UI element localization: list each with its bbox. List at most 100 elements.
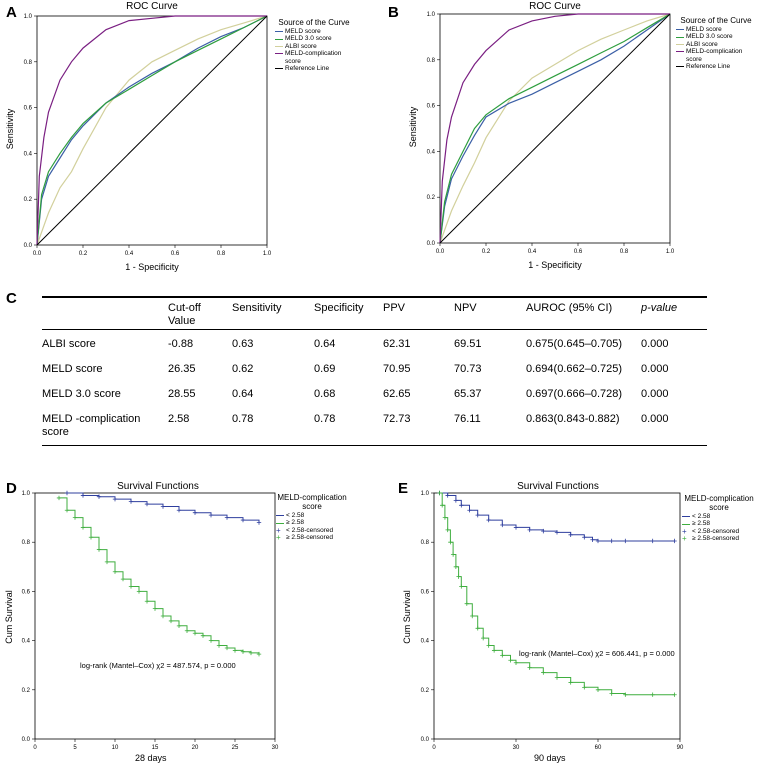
chart-e-censor-mark	[623, 692, 628, 697]
chart-d-censor-mark	[144, 501, 150, 507]
chart-e-x-tick-label: 0	[432, 745, 436, 751]
chart-a-title: ROC Curve	[126, 1, 178, 12]
chart-d-censor-mark	[64, 490, 70, 496]
chart-e-legend-item: ≥ 2.58	[682, 520, 756, 527]
table-cell: 62.31	[383, 338, 411, 350]
table-cell: 0.694(0.662–0.725)	[526, 363, 623, 375]
chart-d-legend-item: + ≥ 2.58-censored	[276, 533, 348, 542]
chart-d-legend-title: MELD-complication score	[277, 493, 347, 511]
chart-d-censor-mark	[256, 651, 262, 657]
chart-e-censor-mark	[650, 692, 655, 697]
legend-label: ≥ 2.58	[692, 520, 711, 528]
table-cell: 65.37	[454, 388, 482, 400]
chart-a-legend-item: MELD 3.0 score	[275, 35, 353, 42]
table-cell: 0.697(0.666–0.728)	[526, 388, 623, 400]
legend-swatch	[682, 523, 690, 525]
chart-e-censor-mark	[445, 493, 450, 498]
panel-label-e: E	[398, 480, 409, 497]
table-header-cell: Cut-off Value	[168, 302, 201, 327]
table-cell: 0.78	[232, 413, 254, 425]
chart-e-censor-mark	[470, 613, 475, 619]
chart-d-censor-mark	[184, 628, 190, 633]
table-cell: 28.55	[168, 388, 196, 400]
chart-e-legend-item: + < 2.58-censored	[682, 527, 756, 535]
chart-e-censor-mark	[500, 522, 505, 528]
chart-e-censor-mark	[541, 670, 546, 675]
chart-e-legend-title: MELD-complication score	[684, 494, 754, 512]
chart-d-censor-mark	[192, 510, 198, 515]
chart-e-annotation: log-rank (Mantel–Cox) χ2 = 606.441, p = …	[519, 649, 675, 658]
chart-e-legend-item: + ≥ 2.58-censored	[682, 534, 756, 544]
chart-a-meld-score-curve	[36, 15, 268, 246]
legend-swatch	[275, 46, 283, 48]
chart-d-censor-mark	[208, 512, 214, 518]
chart-d-censor-mark	[136, 589, 142, 594]
chart-e-censor-mark	[453, 498, 459, 503]
table-rule-top	[42, 296, 707, 298]
chart-a-meld-3-0-score-curve	[36, 15, 268, 246]
table-cell: 0.000	[641, 338, 669, 350]
chart-b-legend-item: ALBI score	[676, 41, 756, 48]
table-row-label: MELD 3.0 score	[42, 388, 121, 400]
chart-e-censor-mark	[554, 675, 560, 680]
chart-d-x-tick-label: 25	[232, 745, 239, 751]
table-cell: 0.000	[641, 363, 669, 375]
legend-label: MELD-complication score	[285, 50, 342, 65]
chart-d-censor-mark	[96, 494, 102, 499]
chart-d-y-tick-label: 0.8	[22, 540, 31, 546]
table-cell: 0.675(0.645–0.705)	[526, 338, 623, 350]
chart-a-legend: Source of the Curve MELD score MELD 3.0 …	[275, 18, 353, 72]
chart-e-censor-mark	[456, 574, 461, 579]
table-cell: -0.88	[168, 338, 194, 350]
chart-e-censor-mark	[475, 512, 480, 518]
chart-d-censor-mark	[160, 613, 166, 619]
chart-d-title: Survival Functions	[117, 481, 199, 492]
chart-a-y-tick-label: 1.0	[24, 14, 33, 20]
chart-e-censor-mark	[486, 643, 491, 648]
legend-swatch	[676, 36, 684, 38]
chart-d-censor-mark	[192, 631, 198, 636]
chart-e-censor-mark	[508, 658, 513, 663]
chart-e-censor-mark	[500, 653, 505, 658]
chart-b-legend-item: MELD-complication score	[676, 48, 756, 63]
chart-d-y-tick-label: 1.0	[22, 491, 31, 497]
legend-swatch	[276, 515, 284, 517]
chart-d-x-tick-label: 30	[272, 745, 279, 751]
chart-e-censor-mark	[440, 503, 445, 508]
legend-label: MELD score	[686, 26, 722, 33]
chart-b-meld-3-0-score-curve	[439, 13, 671, 244]
chart-d-censor-mark	[144, 599, 150, 604]
chart-b-legend-item: MELD 3.0 score	[676, 33, 756, 40]
legend-label: ≥ 2.58-censored	[286, 534, 333, 542]
chart-a-y-tick-label: 0.6	[24, 106, 33, 112]
chart-e-xlabel: 90 days	[534, 753, 566, 763]
chart-b-x-tick-label: 0.8	[620, 249, 629, 255]
chart-d-legend-item: ≥ 2.58	[276, 519, 348, 526]
chart-e-censor-mark	[595, 538, 601, 544]
chart-d-censor-mark	[128, 584, 134, 589]
chart-a-legend-title: Source of the Curve	[278, 18, 350, 27]
chart-d-y-tick-label: 0.4	[22, 639, 31, 645]
chart-b-y-tick-label: 0.4	[427, 149, 436, 155]
legend-label: MELD 3.0 score	[285, 35, 332, 43]
table-rule-bottom	[42, 445, 707, 446]
legend-swatch	[275, 31, 283, 33]
table-cell: 0.63	[232, 338, 254, 350]
legend-label: < 2.58	[692, 513, 711, 520]
table-header-cell: Specificity	[314, 302, 364, 314]
chart-e-y-tick-label: 0.6	[421, 589, 430, 595]
table-cell: 0.62	[232, 363, 254, 375]
chart-a-y-tick-label: 0.8	[24, 60, 33, 66]
chart-a-x-tick-label: 0.6	[171, 251, 180, 257]
legend-label: ALBI score	[686, 40, 718, 48]
chart-e-x-tick-label: 60	[595, 745, 602, 751]
chart-b-legend-item: Reference Line	[676, 63, 756, 70]
chart-e-censor-mark	[672, 538, 677, 544]
censor-plus-icon: +	[682, 534, 687, 544]
legend-label: MELD 3.0 score	[686, 33, 733, 41]
chart-b-legend: Source of the Curve MELD score MELD 3.0 …	[676, 16, 756, 70]
panel-label-b: B	[388, 4, 399, 21]
chart-b-reference-line-curve	[439, 13, 671, 244]
censor-plus-icon: +	[276, 525, 281, 535]
legend-label: ≥ 2.58	[286, 519, 305, 527]
